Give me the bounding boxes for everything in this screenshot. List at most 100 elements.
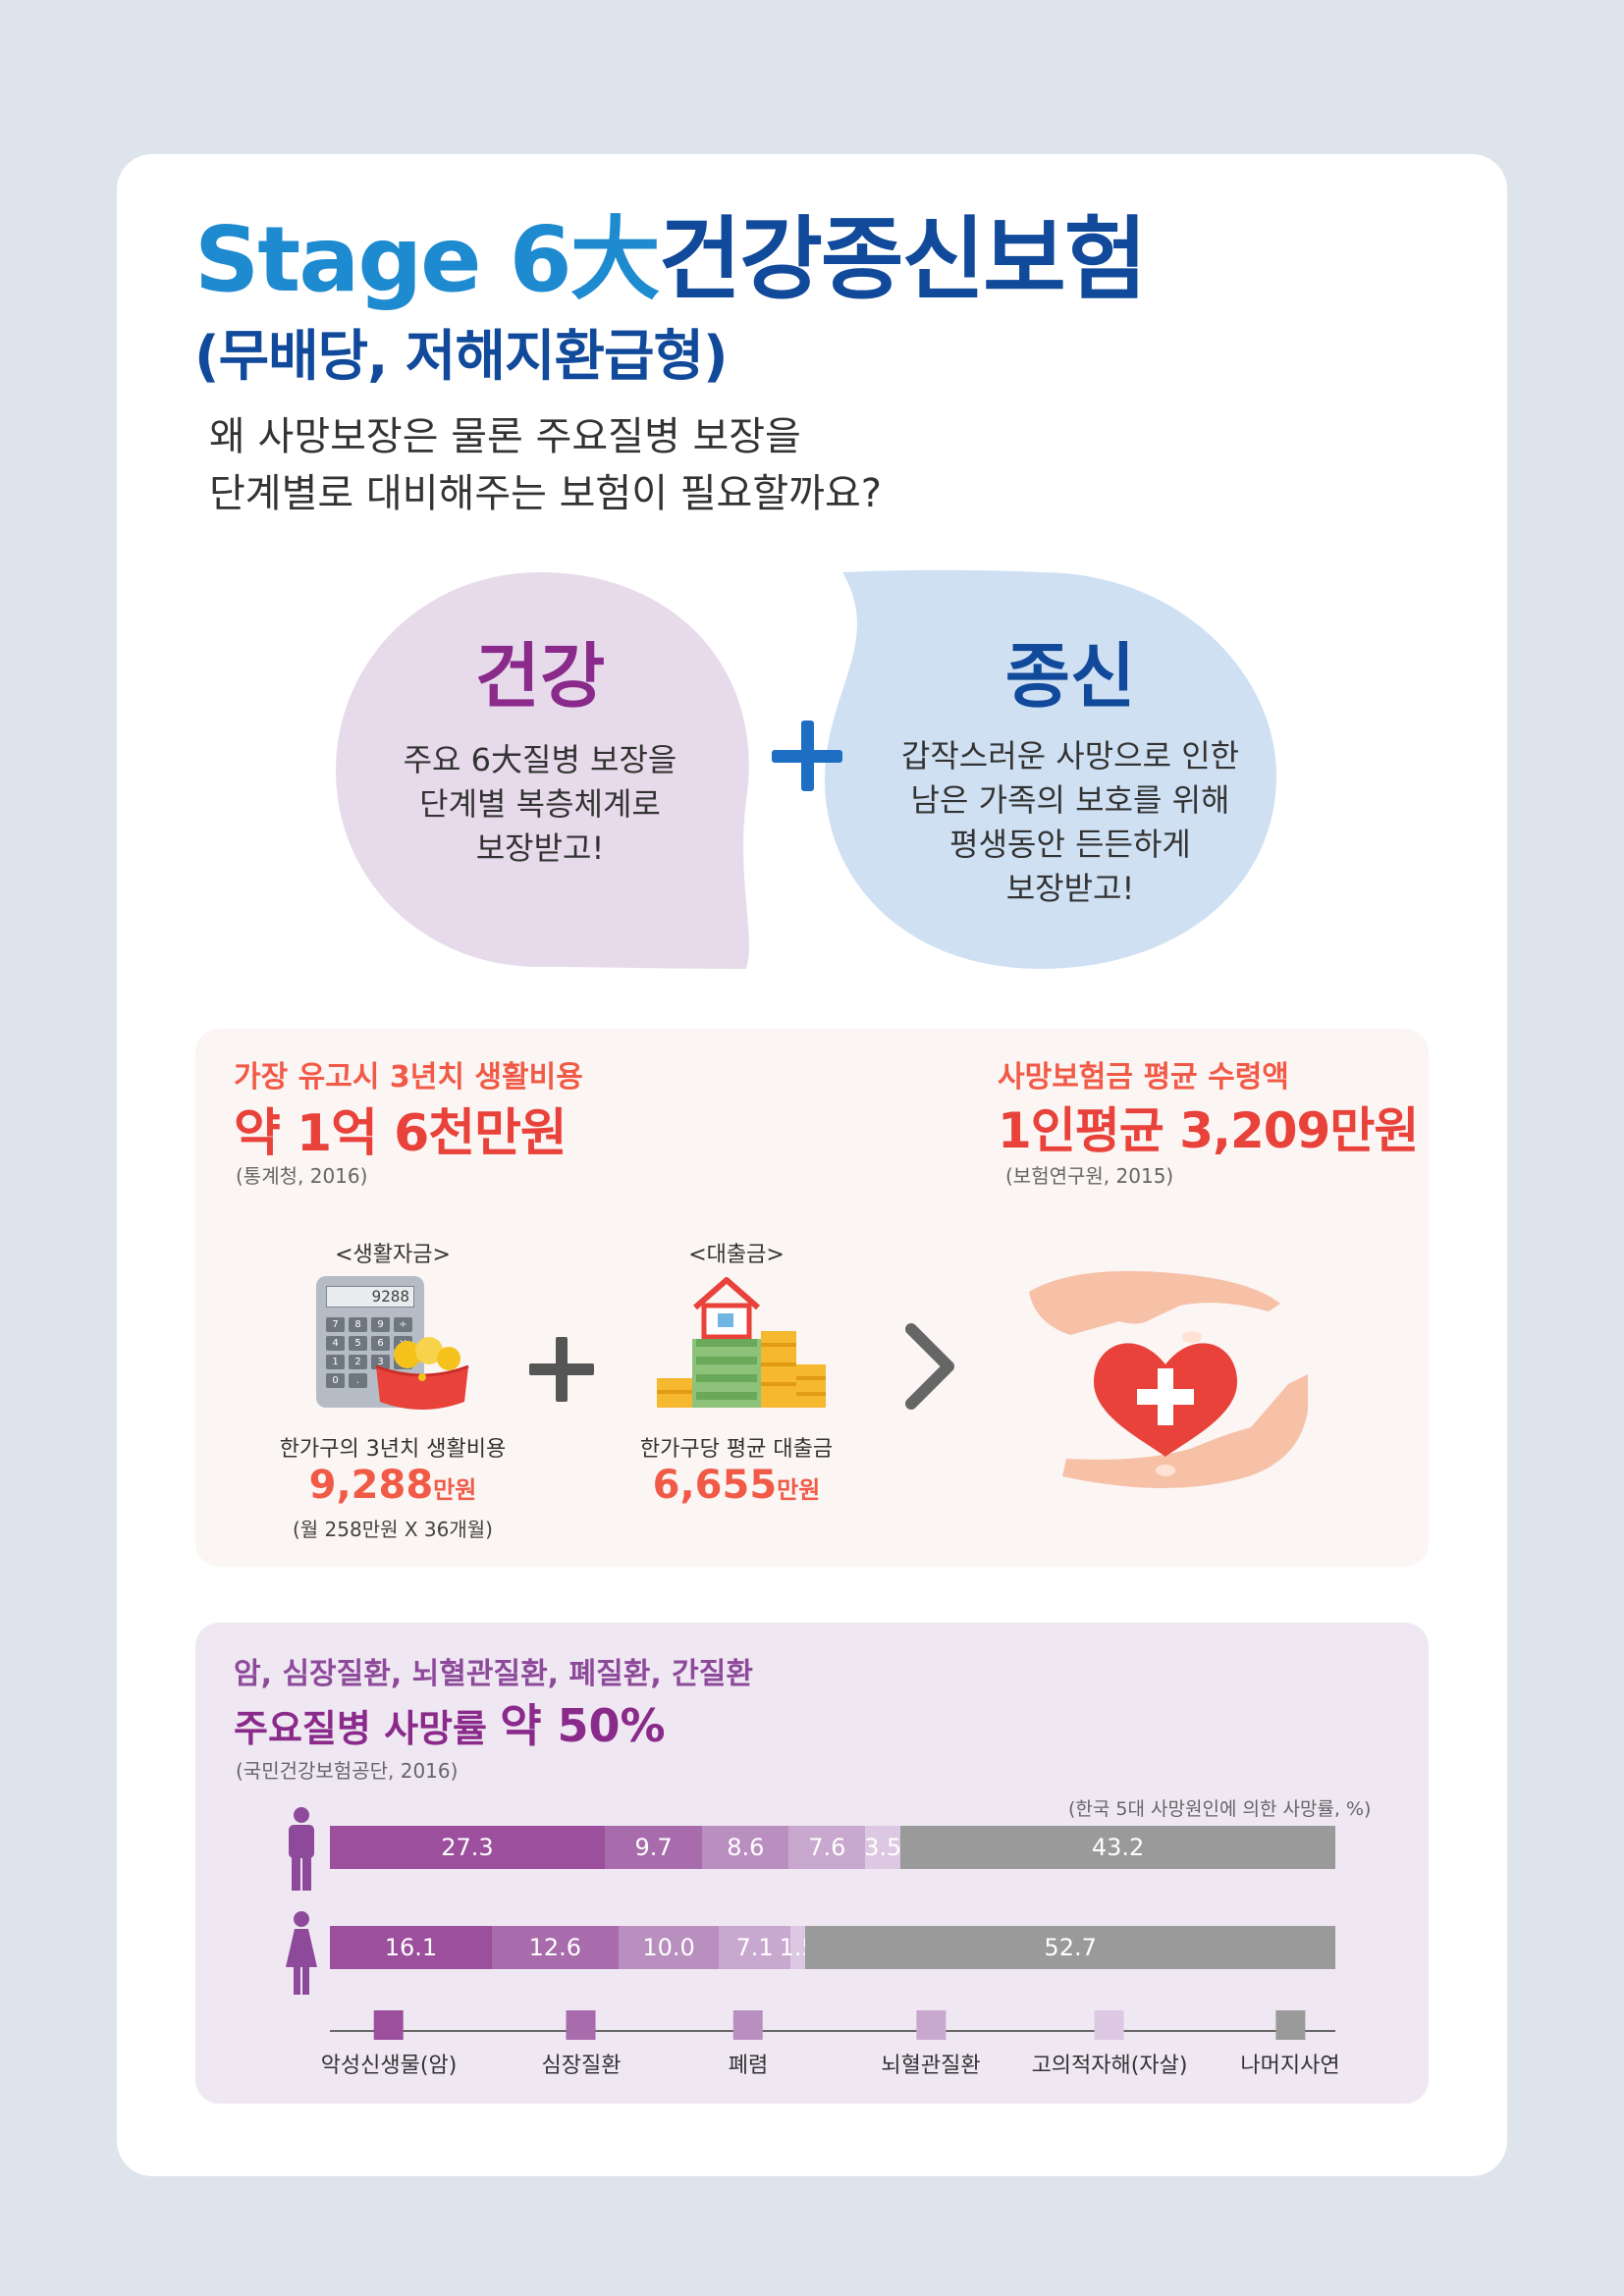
legend-label: 나머지사연 bbox=[1240, 2054, 1340, 2078]
calculator-key: 0 bbox=[326, 1373, 345, 1388]
plus-icon bbox=[768, 717, 846, 795]
bar-segment-male-0: 27.3 bbox=[330, 1826, 605, 1869]
bubbles-graphic bbox=[336, 569, 1276, 969]
living-cost-note: (월 258만원 X 36개월) bbox=[292, 1518, 493, 1541]
legend-item: 고의적자해(자살) bbox=[1031, 2010, 1188, 2079]
living-cost-number: 9,288 bbox=[308, 1463, 434, 1508]
legend-label: 심장질환 bbox=[541, 2054, 622, 2078]
title-product: 건강종신보험 bbox=[658, 207, 1148, 312]
legend-label: 악성신생물(암) bbox=[320, 2054, 458, 2078]
health-line-2: 단계별 복층체계로 bbox=[419, 785, 661, 823]
disease-list: 암, 심장질환, 뇌혈관질환, 폐질환, 간질환 bbox=[234, 1657, 753, 1691]
legend-swatch bbox=[567, 2010, 596, 2040]
legend-item: 뇌혈관질환 bbox=[881, 2010, 981, 2079]
calculator-key: 4 bbox=[326, 1336, 345, 1351]
greater-than-icon bbox=[905, 1323, 954, 1410]
death-benefit-amount: 1인평균 3,209만원 bbox=[998, 1102, 1419, 1159]
loan-tag: <대출금> bbox=[688, 1243, 785, 1267]
living-cost-heading: 가장 유고시 3년치 생활비용 bbox=[234, 1060, 583, 1095]
hands-heart-icon bbox=[1029, 1270, 1308, 1488]
page-subtitle: (무배당, 저해지환급형) bbox=[194, 325, 729, 389]
calculator-key: 8 bbox=[349, 1317, 367, 1332]
page-title: Stage 6大건강종신보험 bbox=[194, 207, 1148, 312]
health-line-3: 보장받고! bbox=[475, 829, 605, 867]
title-stage: Stage 6大 bbox=[194, 207, 661, 312]
loan-unit: 만원 bbox=[777, 1476, 821, 1504]
loan-label: 한가구당 평균 대출금 bbox=[639, 1437, 834, 1462]
male-icon bbox=[289, 1807, 314, 1891]
bar-segment-female-0: 16.1 bbox=[330, 1926, 492, 1969]
legend-label: 폐렴 bbox=[728, 2054, 769, 2078]
loan-value: 6,655만원 bbox=[609, 1463, 864, 1508]
calculator-key: 1 bbox=[326, 1355, 345, 1369]
calculator-key: 7 bbox=[326, 1317, 345, 1332]
legend-swatch bbox=[373, 2010, 404, 2040]
calculator-key: 5 bbox=[349, 1336, 367, 1351]
calculator-key: 9 bbox=[371, 1317, 390, 1332]
bar-segment-female-3: 7.1 bbox=[719, 1926, 790, 1969]
life-bubble-title: 종신 bbox=[1004, 635, 1136, 718]
female-icon bbox=[286, 1911, 317, 1995]
living-cost-source: (통계청, 2016) bbox=[236, 1164, 368, 1188]
disease-rate-value: 약 50% bbox=[500, 1699, 666, 1752]
legend-swatch bbox=[915, 2010, 946, 2040]
health-bubble-title: 건강 bbox=[474, 635, 606, 718]
living-fund-tag: <생활자금> bbox=[335, 1243, 451, 1267]
death-benefit-heading: 사망보험금 평균 수령액 bbox=[998, 1060, 1289, 1095]
living-cost-amount: 약 1억 6천만원 bbox=[234, 1104, 568, 1163]
legend-swatch bbox=[1274, 2010, 1305, 2040]
life-line-2: 남은 가족의 보호를 위해 bbox=[910, 781, 1230, 819]
life-line-4: 보장받고! bbox=[1005, 870, 1135, 907]
life-line-3: 평생동안 든든하게 bbox=[949, 826, 1191, 863]
life-line-1: 갑작스러운 사망으로 인한 bbox=[900, 737, 1240, 774]
house-money-icon bbox=[657, 1277, 826, 1408]
living-cost-unit: 만원 bbox=[433, 1476, 477, 1504]
disease-source: (국민건강보험공단, 2016) bbox=[236, 1759, 459, 1783]
health-line-1: 주요 6大질병 보장을 bbox=[403, 741, 677, 778]
legend-swatch bbox=[732, 2010, 763, 2040]
bar-segment-male-2: 8.6 bbox=[702, 1826, 789, 1869]
disease-rate-headline: 주요질병 사망률 약 50% bbox=[234, 1690, 666, 1755]
bar-segment-male-5: 43.2 bbox=[900, 1826, 1335, 1869]
question-line-2: 단계별로 대비해주는 보험이 필요할까요? bbox=[209, 471, 882, 516]
bar-segment-female-2: 10.0 bbox=[618, 1926, 720, 1969]
life-bubble-shape bbox=[825, 569, 1276, 969]
health-bubble-shape bbox=[336, 572, 749, 969]
bar-segment-male-1: 9.7 bbox=[604, 1826, 703, 1869]
legend-swatch bbox=[1094, 2010, 1124, 2040]
living-cost-label: 한가구의 3년치 생활비용 bbox=[279, 1437, 507, 1462]
bar-segment-female-1: 12.6 bbox=[491, 1926, 619, 1969]
bar-segment-female-4: 1.5 bbox=[780, 1926, 817, 1969]
female-death-rate-bar: 16.1 12.6 10.0 7.1 1.5 52.7 bbox=[330, 1926, 1335, 1969]
calculator-icon: 9288 789÷456×123-0. bbox=[316, 1276, 424, 1408]
calculator-keys: 789÷456×123-0. bbox=[326, 1317, 414, 1388]
legend-label: 뇌혈관질환 bbox=[881, 2054, 981, 2078]
life-bubble-text: 갑작스러운 사망으로 인한 남은 가족의 보호를 위해 평생동안 든든하게 보장… bbox=[884, 734, 1257, 911]
death-benefit-source: (보험연구원, 2015) bbox=[1005, 1164, 1174, 1188]
chart-note: (한국 5대 사망원인에 의한 사망률, %) bbox=[1068, 1798, 1372, 1820]
disease-rate-prefix: 주요질병 사망률 bbox=[234, 1707, 501, 1750]
legend-item: 나머지사연 bbox=[1240, 2010, 1340, 2079]
male-death-rate-bar: 27.3 9.7 8.6 7.6 3.5 43.2 bbox=[330, 1826, 1335, 1869]
health-bubble-text: 주요 6大질병 보장을 단계별 복층체계로 보장받고! bbox=[373, 738, 707, 871]
legend-item: 폐렴 bbox=[729, 2010, 768, 2079]
legend-label: 고의적자해(자살) bbox=[1031, 2054, 1188, 2078]
bar-segment-male-3: 7.6 bbox=[788, 1826, 866, 1869]
calculator-key: 2 bbox=[349, 1355, 367, 1369]
living-cost-value: 9,288만원 bbox=[255, 1463, 530, 1508]
legend-line bbox=[330, 2030, 1335, 2032]
loan-number: 6,655 bbox=[652, 1463, 778, 1508]
intro-question: 왜 사망보장은 물론 주요질병 보장을 단계별로 대비해주는 보험이 필요할까요… bbox=[209, 408, 882, 522]
calculator-display: 9288 bbox=[326, 1286, 414, 1308]
bar-segment-male-4: 3.5 bbox=[864, 1826, 901, 1869]
plus-sign-gray bbox=[527, 1335, 596, 1404]
calculator-key: . bbox=[349, 1373, 367, 1388]
calculator-key: 6 bbox=[371, 1336, 390, 1351]
calculator-key: 3 bbox=[371, 1355, 390, 1369]
legend-item: 악성신생물(암) bbox=[320, 2010, 458, 2079]
question-line-1: 왜 사망보장은 물론 주요질병 보장을 bbox=[209, 414, 801, 459]
calculator-key: ÷ bbox=[394, 1317, 412, 1332]
bar-segment-female-5: 52.7 bbox=[805, 1926, 1335, 1969]
legend-item: 심장질환 bbox=[541, 2010, 622, 2079]
coin-purse-icon bbox=[375, 1337, 469, 1410]
